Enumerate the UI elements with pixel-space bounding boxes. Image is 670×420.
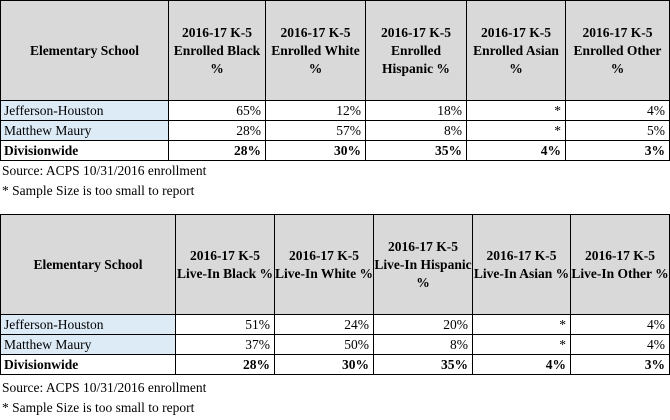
column-header-asian: 2016-17 K-5 Live-In Asian %	[472, 214, 571, 315]
column-header-asian: 2016-17 K-5 Enrolled Asian %	[466, 0, 566, 101]
column-header-school: Elementary School	[0, 214, 176, 315]
school-name-cell: Jefferson-Houston	[0, 100, 169, 121]
white-pct-cell: 50%	[274, 334, 374, 355]
asian-pct-cell: *	[472, 314, 571, 335]
hispanic-pct-cell: 35%	[373, 354, 473, 375]
white-pct-cell: 12%	[265, 100, 366, 121]
hispanic-pct-cell: 8%	[373, 334, 473, 355]
other-pct-cell: 4%	[570, 314, 670, 335]
column-header-other: 2016-17 K-5 Enrolled Other %	[565, 0, 670, 101]
divisionwide-label: Divisionwide	[0, 354, 176, 375]
other-pct-cell: 3%	[565, 140, 670, 161]
divisionwide-row: Divisionwide 28% 30% 35% 4% 3%	[0, 354, 670, 375]
other-pct-cell: 5%	[565, 120, 670, 141]
column-header-school: Elementary School	[0, 0, 169, 101]
table-row: Jefferson-Houston 65% 12% 18% * 4%	[0, 100, 670, 121]
divisionwide-row: Divisionwide 28% 30% 35% 4% 3%	[0, 140, 670, 161]
table-header-row: Elementary School 2016-17 K-5 Live-In Bl…	[0, 214, 670, 315]
school-name-cell: Matthew Maury	[0, 120, 169, 141]
hispanic-pct-cell: 18%	[365, 100, 467, 121]
table-row: Jefferson-Houston 51% 24% 20% * 4%	[0, 314, 670, 335]
other-pct-cell: 4%	[565, 100, 670, 121]
asian-pct-cell: *	[466, 120, 566, 141]
source-note: Source: ACPS 10/31/2016 enrollment	[2, 163, 207, 178]
table-row: Matthew Maury 37% 50% 8% * 4%	[0, 334, 670, 355]
white-pct-cell: 30%	[265, 140, 366, 161]
hispanic-pct-cell: 8%	[365, 120, 467, 141]
column-header-black: 2016-17 K-5 Live-In Black %	[175, 214, 275, 315]
column-header-black: 2016-17 K-5 Enrolled Black %	[168, 0, 266, 101]
column-header-white: 2016-17 K-5 Live-In White %	[274, 214, 374, 315]
black-pct-cell: 28%	[175, 354, 275, 375]
asian-pct-cell: *	[472, 334, 571, 355]
divisionwide-label: Divisionwide	[0, 140, 169, 161]
white-pct-cell: 24%	[274, 314, 374, 335]
column-header-white: 2016-17 K-5 Enrolled White %	[265, 0, 366, 101]
white-pct-cell: 30%	[274, 354, 374, 375]
school-name-cell: Jefferson-Houston	[0, 314, 176, 335]
other-pct-cell: 3%	[570, 354, 670, 375]
white-pct-cell: 57%	[265, 120, 366, 141]
enrolled-demographics-table: Elementary School 2016-17 K-5 Enrolled B…	[0, 0, 670, 161]
source-note: Source: ACPS 10/31/2016 enrollment	[2, 380, 207, 395]
table-header-row: Elementary School 2016-17 K-5 Enrolled B…	[0, 0, 670, 101]
column-header-hispanic: 2016-17 K-5 Live-In Hispanic %	[373, 214, 473, 315]
sample-size-note: * Sample Size is too small to report	[2, 400, 195, 415]
other-pct-cell: 4%	[570, 334, 670, 355]
black-pct-cell: 37%	[175, 334, 275, 355]
table-row: Matthew Maury 28% 57% 8% * 5%	[0, 120, 670, 141]
black-pct-cell: 51%	[175, 314, 275, 335]
asian-pct-cell: *	[466, 100, 566, 121]
hispanic-pct-cell: 20%	[373, 314, 473, 335]
column-header-hispanic: 2016-17 K-5 Enrolled Hispanic %	[365, 0, 467, 101]
asian-pct-cell: 4%	[466, 140, 566, 161]
live-in-demographics-table: Elementary School 2016-17 K-5 Live-In Bl…	[0, 214, 670, 375]
column-header-other: 2016-17 K-5 Live-In Other %	[570, 214, 670, 315]
black-pct-cell: 28%	[168, 120, 266, 141]
sample-size-note: * Sample Size is too small to report	[2, 183, 195, 198]
hispanic-pct-cell: 35%	[365, 140, 467, 161]
black-pct-cell: 65%	[168, 100, 266, 121]
school-name-cell: Matthew Maury	[0, 334, 176, 355]
asian-pct-cell: 4%	[472, 354, 571, 375]
black-pct-cell: 28%	[168, 140, 266, 161]
